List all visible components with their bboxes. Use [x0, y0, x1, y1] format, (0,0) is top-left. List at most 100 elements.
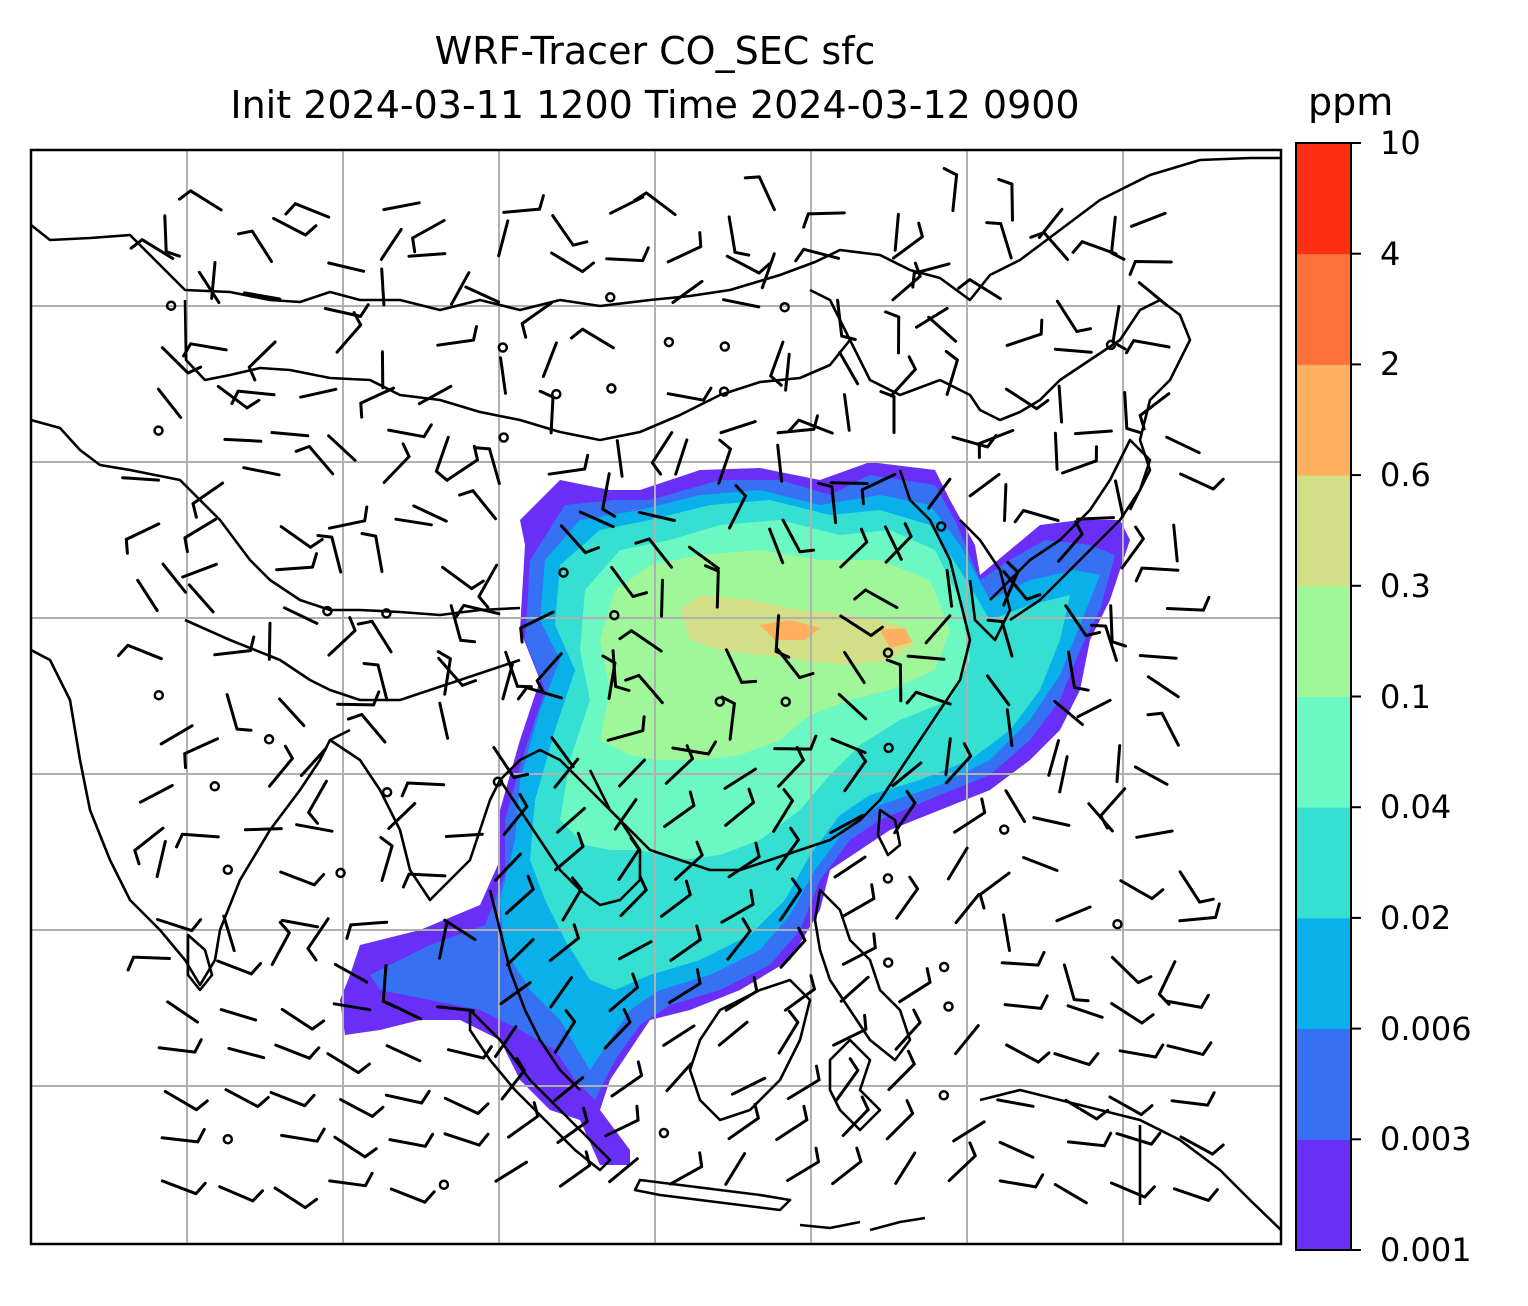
coast-sumatra — [468, 1008, 612, 1172]
wind-calm-marker — [497, 342, 509, 353]
wind-barb — [538, 389, 555, 435]
wind-barb — [275, 552, 318, 572]
wind-barb — [1005, 708, 1014, 747]
wind-barb — [942, 167, 959, 213]
wind-calm-marker — [498, 432, 509, 443]
wind-barb — [280, 918, 320, 929]
wind-barb — [242, 291, 282, 301]
wind-barb — [474, 446, 501, 485]
wind-barb — [556, 806, 586, 834]
wind-barb — [175, 832, 220, 849]
wind-barb — [505, 938, 535, 967]
wind-barb — [674, 438, 689, 476]
wind-barb — [187, 583, 215, 614]
wind-barb — [1118, 1043, 1165, 1059]
wind-barb — [1076, 698, 1112, 719]
wind-barb — [1109, 604, 1127, 648]
wind-barb — [332, 1002, 372, 1012]
coast-china-east — [588, 469, 972, 872]
wind-barb — [723, 767, 757, 790]
coastlines — [31, 156, 1281, 1232]
wind-barb — [166, 1000, 199, 1024]
wind-barb — [138, 784, 174, 804]
wind-barb — [884, 522, 913, 564]
coast-bay — [329, 738, 502, 902]
plume-level-7b — [880, 628, 912, 648]
wind-barb — [663, 790, 696, 828]
wind-barb — [156, 387, 183, 419]
colorbar-tick-label: 0.3 — [1380, 566, 1431, 605]
wind-barb — [946, 846, 969, 881]
wind-barb — [1067, 1131, 1113, 1148]
wind-calm-marker — [882, 647, 894, 659]
wind-barb — [1170, 1091, 1216, 1107]
wind-barb — [779, 926, 807, 969]
wind-barb — [777, 1009, 800, 1055]
wind-barb — [181, 562, 218, 579]
wind-barb — [952, 1120, 986, 1143]
wind-barb — [998, 1140, 1035, 1159]
wind-barb — [892, 221, 924, 260]
wind-barb — [776, 443, 784, 483]
wind-barb — [1053, 699, 1084, 726]
wind-barb — [1115, 1131, 1162, 1146]
wind-barb — [388, 1132, 435, 1148]
wind-barb — [838, 351, 860, 386]
wind-barb — [895, 875, 920, 920]
colorbar-tick-label: 0.001 — [1380, 1231, 1472, 1269]
colorbar — [1295, 142, 1361, 1251]
wind-barb — [727, 841, 761, 879]
wind-barb — [837, 692, 868, 721]
wind-barb — [915, 306, 949, 329]
colorbar-tick-label: 0.04 — [1380, 788, 1452, 827]
wind-barb — [387, 802, 417, 830]
wind-barb — [1004, 387, 1050, 411]
wind-barb — [717, 1020, 749, 1047]
wind-barb — [775, 1104, 809, 1141]
wind-barb — [860, 472, 897, 506]
wind-barb — [885, 1099, 915, 1141]
wind-barb — [558, 1150, 592, 1188]
wind-barb — [944, 350, 959, 396]
wind-barb — [156, 918, 203, 933]
wind-barb — [497, 219, 510, 258]
colorbar-tick-label: 0.6 — [1380, 456, 1431, 495]
map-gridlines — [31, 150, 1281, 1244]
wind-barb — [787, 418, 834, 435]
wind-calm-marker — [606, 383, 617, 394]
wind-barb — [773, 734, 818, 751]
wind-barb — [945, 742, 973, 785]
wind-barb — [778, 877, 802, 922]
wind-barb — [183, 737, 219, 770]
wind-barb — [280, 1007, 326, 1031]
wind-barb — [775, 826, 800, 871]
wind-barb — [548, 923, 580, 962]
wind-barb — [717, 438, 732, 485]
wind-barb — [284, 202, 331, 219]
wind-barb — [447, 1045, 493, 1060]
wind-calm-marker — [153, 425, 164, 436]
wind-barb — [327, 616, 357, 657]
wind-barb — [443, 1132, 490, 1147]
wind-barb — [386, 1001, 423, 1021]
wind-barb — [898, 967, 932, 1004]
wind-barb — [724, 648, 758, 684]
wind-barb — [133, 826, 165, 866]
wind-barb — [436, 325, 478, 347]
wind-barb — [624, 673, 664, 705]
wind-barb — [494, 852, 522, 882]
wind-barb — [728, 484, 747, 530]
wind-barb — [316, 534, 343, 574]
wind-barb — [724, 976, 759, 1012]
coast-korea — [959, 519, 1012, 642]
wind-barb — [662, 1024, 696, 1047]
wind-barb — [666, 386, 713, 402]
wind-barb — [1066, 1004, 1104, 1019]
wind-barb — [674, 840, 704, 881]
wind-barb — [719, 420, 757, 435]
wind-barb — [1005, 1043, 1051, 1064]
wind-barb — [1003, 483, 1008, 522]
wind-calm-marker — [165, 300, 177, 311]
wind-barb — [279, 870, 326, 887]
wind-barb — [601, 654, 617, 700]
